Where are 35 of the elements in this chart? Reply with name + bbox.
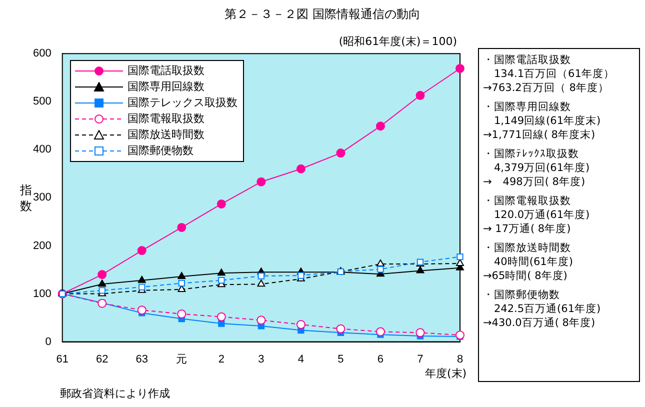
legend-label: 国際郵便物数 xyxy=(127,143,194,158)
y-tick-label: 0 xyxy=(45,336,52,348)
x-tick-label: 6 xyxy=(377,353,384,366)
text: 郵政省資料により作成 xyxy=(60,386,170,401)
y-axis-title: 指数 xyxy=(20,182,33,214)
x-tick-label: 62 xyxy=(96,353,108,366)
x-tick-label: 元 xyxy=(176,353,188,366)
y-tick-label: 100 xyxy=(32,288,52,300)
x-tick-label: 7 xyxy=(417,353,424,366)
chart-title: 第２－３－２図 国際情報通信の動向 xyxy=(224,6,422,23)
chart-subtitle: (昭和61年度(末)＝100) xyxy=(338,34,457,49)
text: ・国際ﾃﾚｯｸｽ取扱数 4,379万回(61年度) → 498万回( 8年度) xyxy=(483,147,591,189)
text: ・国際放送時間数 40時間(61年度) →65時間( 8年度) xyxy=(483,241,574,283)
x-tick-label: 63 xyxy=(136,353,148,366)
legend-label: 国際電報取扱数 xyxy=(127,111,204,126)
y-tick-label: 300 xyxy=(32,192,52,204)
y-tick-label: 600 xyxy=(32,48,52,60)
legend-label: 国際テレックス取扱数 xyxy=(127,95,238,110)
y-tick-label: 200 xyxy=(32,240,52,252)
legend-label: 国際電話取扱数 xyxy=(127,63,204,78)
x-tick-label: 4 xyxy=(298,353,304,366)
x-tick-label: 2 xyxy=(218,353,224,366)
y-tick-label: 500 xyxy=(32,96,52,108)
text: ・国際郵便物数 242.5百万通(61年度) →430.0百万通( 8年度) xyxy=(483,288,602,330)
x-tick-label: 8 xyxy=(456,353,464,366)
x-axis-title: 年度(末) xyxy=(425,366,467,381)
x-tick-label: 61 xyxy=(56,353,68,366)
legend-label: 国際専用回線数 xyxy=(127,79,204,94)
text: ・国際電報取扱数 120.0万通(61年度) → 17万通( 8年度) xyxy=(483,194,591,236)
text: ・国際電話取扱数 134.1百万回（61年度） →763.2百万回（ 8年度） xyxy=(483,53,616,95)
text: ・国際専用回線数 1,149回線(61年度末) →1,771回線( 8年度末) xyxy=(483,100,602,142)
x-tick-label: 5 xyxy=(338,353,344,366)
legend-label: 国際放送時間数 xyxy=(127,127,204,142)
y-tick-label: 400 xyxy=(32,144,52,156)
x-tick-label: 3 xyxy=(258,353,264,366)
